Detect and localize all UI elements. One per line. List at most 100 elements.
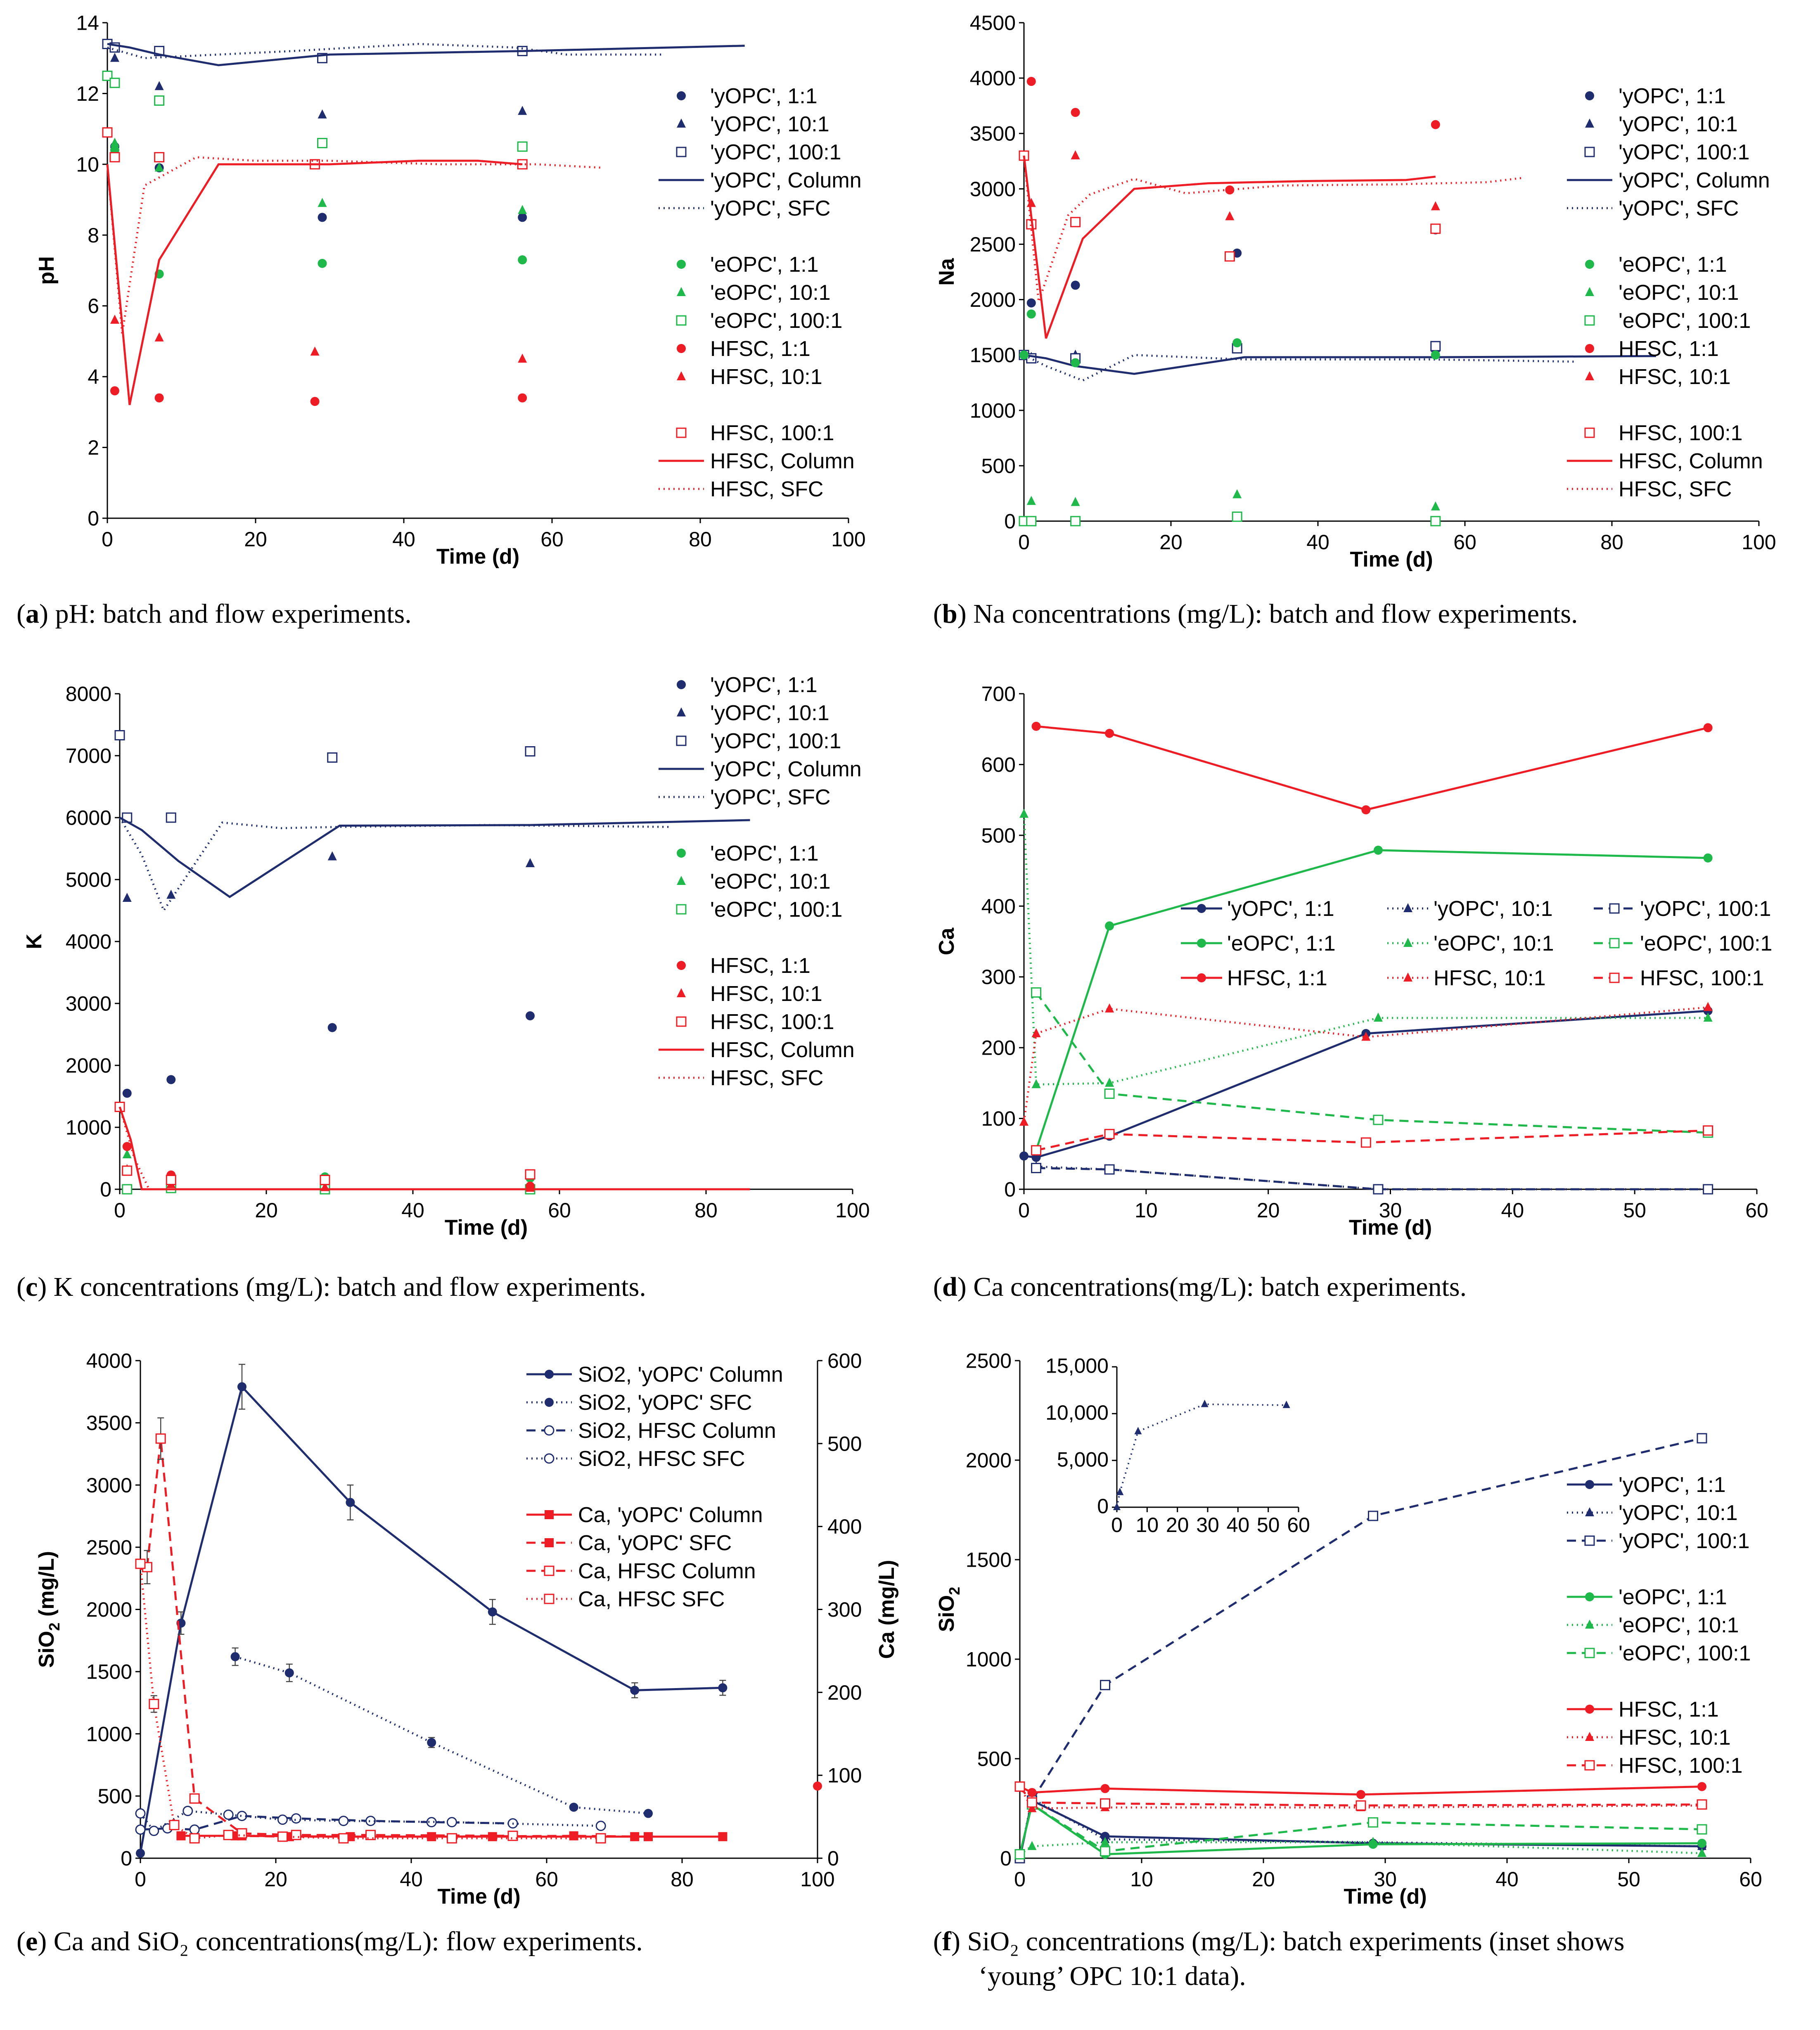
data-point bbox=[365, 1830, 376, 1840]
data-point bbox=[1703, 1002, 1713, 1011]
series-hfsc-1-1 bbox=[1015, 1782, 1706, 1799]
legend-label: 'yOPC', 100:1 bbox=[710, 729, 841, 753]
legend-marker bbox=[1584, 1648, 1595, 1658]
data-point bbox=[518, 205, 527, 214]
legend-item-hfsc-1-1: HFSC, 1:1 bbox=[1181, 966, 1327, 990]
series-hfsc-sfc bbox=[106, 156, 604, 334]
data-point bbox=[1361, 805, 1371, 815]
x-tick-label: 50 bbox=[1623, 1199, 1646, 1222]
series-yopc-sfc bbox=[1023, 354, 1576, 382]
legend-label: 'yOPC', 10:1 bbox=[1619, 112, 1738, 136]
line-hfsc-1-1 bbox=[1036, 725, 1709, 811]
data-point bbox=[1430, 341, 1441, 351]
data-point bbox=[320, 1175, 330, 1185]
data-point bbox=[1100, 1784, 1110, 1793]
y-axis-title: SiO2 bbox=[935, 1587, 963, 1632]
y-tick-label: 4500 bbox=[970, 12, 1016, 35]
x-tick-label: 0 bbox=[102, 528, 113, 551]
data-point bbox=[176, 1831, 186, 1840]
data-point bbox=[318, 213, 327, 222]
legend-item-yopc-1-1: 'yOPC', 1:1 bbox=[1585, 84, 1726, 108]
line-hfsc-100-1 bbox=[1036, 1129, 1708, 1152]
series-yopc-1-1 bbox=[103, 39, 527, 222]
data-point bbox=[189, 1833, 200, 1844]
legend-marker bbox=[1585, 91, 1594, 100]
data-point bbox=[1431, 350, 1440, 360]
y-tick-label: 15,000 bbox=[1045, 1354, 1109, 1378]
data-point bbox=[518, 213, 527, 222]
x-tick-label: 60 bbox=[540, 528, 564, 551]
x-tick-label: 10 bbox=[1135, 1199, 1158, 1222]
series-yopc-10-1 bbox=[115, 730, 535, 902]
legend-item-hfsc-column: HFSC, Column bbox=[659, 1038, 855, 1062]
x-tick-label: 40 bbox=[401, 1199, 424, 1222]
data-point bbox=[110, 386, 119, 396]
series-yopc-column bbox=[1024, 354, 1656, 375]
legend: 'yOPC', 1:1 'yOPC', 10:1 'yOPC', 100:1 'yOP… bbox=[659, 673, 862, 1090]
legend-marker bbox=[1403, 903, 1412, 912]
y-tick-label: 14 bbox=[76, 12, 99, 35]
legend-item-eopc-1-1: 'eOPC', 1:1 bbox=[1181, 932, 1336, 956]
y-tick-label: 10 bbox=[76, 153, 99, 176]
y-tick-label: 2500 bbox=[970, 233, 1016, 256]
series-sio2-yopc-sfc bbox=[230, 1647, 653, 1818]
x-tick-label: 60 bbox=[1453, 531, 1476, 554]
legend-marker bbox=[1609, 903, 1620, 914]
data-point bbox=[237, 1828, 247, 1839]
data-point bbox=[277, 1814, 288, 1825]
legend-marker bbox=[677, 707, 686, 716]
legend-item-yopc-1-1: 'yOPC', 1:1 bbox=[1181, 897, 1334, 921]
data-point bbox=[1100, 1798, 1110, 1809]
series-yopc-100-1 bbox=[114, 730, 536, 823]
series-eopc-10-1 bbox=[1019, 489, 1440, 525]
series-hfsc-1-1 bbox=[103, 128, 527, 406]
y-tick-label: 100 bbox=[981, 1107, 1016, 1130]
legend-label: HFSC, 10:1 bbox=[1619, 365, 1731, 389]
legend-label: 'eOPC', 100:1 bbox=[1619, 309, 1751, 333]
data-point bbox=[155, 1433, 166, 1444]
y-axis-title: K bbox=[22, 934, 46, 949]
legend-marker bbox=[1585, 119, 1594, 128]
line-eopc-100-1 bbox=[1035, 991, 1708, 1134]
line-hfsc-column bbox=[106, 159, 523, 406]
series-hfsc-1-1 bbox=[1019, 77, 1440, 195]
legend-item-yopc-1-1: 'yOPC', 1:1 bbox=[677, 84, 818, 108]
y-tick-label: 0 bbox=[1004, 1178, 1016, 1201]
series-eopc-10-1 bbox=[1019, 809, 1713, 1089]
legend-item-sio2-hfsc-sfc: SiO2, HFSC SFC bbox=[526, 1447, 745, 1471]
series-eopc-100-1 bbox=[1031, 987, 1713, 1138]
legend-marker bbox=[676, 315, 687, 326]
line-hfsc-column bbox=[118, 1106, 750, 1190]
data-point bbox=[1019, 1151, 1028, 1161]
legend-item-yopc-10-1: 'yOPC', 10:1 bbox=[1387, 897, 1553, 921]
data-point bbox=[1026, 298, 1036, 308]
legend-label: HFSC, 1:1 bbox=[710, 337, 810, 361]
y-tick-label: 500 bbox=[98, 1785, 132, 1808]
data-point bbox=[1430, 223, 1441, 234]
data-point bbox=[1282, 1400, 1290, 1408]
data-point bbox=[427, 1832, 436, 1841]
data-point bbox=[1703, 723, 1713, 733]
series-eopc-100-1 bbox=[102, 71, 528, 152]
legend-marker bbox=[1585, 1507, 1594, 1516]
legend-marker bbox=[1585, 1480, 1594, 1489]
axes: 0 20 40 60 80 100 0 2 4 6 8 10 12 14 Time (d) pH bbox=[35, 12, 866, 569]
legend-marker bbox=[545, 1510, 554, 1519]
y-tick-label: 10,000 bbox=[1045, 1401, 1109, 1424]
legend-item-eopc-100-1: 'eOPC', 100:1 bbox=[676, 309, 842, 333]
y-tick-label: 2000 bbox=[66, 1054, 111, 1077]
x-axis-title: Time (d) bbox=[1349, 1216, 1432, 1240]
data-point bbox=[1373, 1013, 1383, 1022]
data-point bbox=[526, 858, 535, 867]
legend-label: SiO2, HFSC SFC bbox=[578, 1447, 745, 1471]
data-point bbox=[1070, 516, 1081, 526]
data-point bbox=[237, 1382, 246, 1392]
legend-label: HFSC, 10:1 bbox=[710, 365, 822, 389]
legend-label: 'yOPC', 10:1 bbox=[710, 112, 829, 136]
data-point bbox=[1703, 1125, 1713, 1136]
legend-label: 'yOPC', 1:1 bbox=[710, 84, 818, 108]
series-yopc-1-1 bbox=[1019, 225, 1440, 360]
legend-label: 'eOPC', 1:1 bbox=[1619, 1585, 1727, 1609]
legend-marker bbox=[1585, 371, 1594, 380]
y-tick-label: 5000 bbox=[66, 868, 111, 892]
